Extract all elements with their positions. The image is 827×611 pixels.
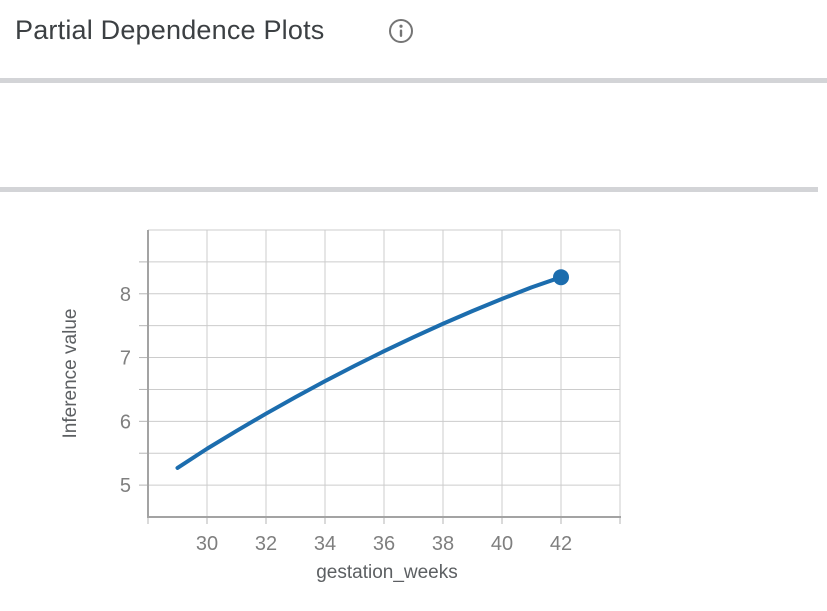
endpoint-marker[interactable] [553, 269, 569, 286]
pdp-line-series[interactable] [175, 275, 563, 470]
svg-text:30: 30 [196, 533, 218, 555]
header-divider [0, 78, 827, 83]
svg-text:5: 5 [120, 475, 131, 497]
svg-text:40: 40 [491, 533, 513, 555]
svg-text:38: 38 [432, 533, 454, 555]
svg-text:36: 36 [373, 533, 395, 555]
svg-text:6: 6 [120, 411, 131, 433]
svg-text:32: 32 [255, 533, 277, 555]
section-header-gestation-weeks[interactable]: gestation_weeks [0, 110, 818, 252]
info-icon[interactable] [388, 18, 414, 44]
svg-text:42: 42 [550, 533, 572, 555]
chart-area: 30 32 34 36 38 40 42 5 6 7 8 gestation_weeks Inferen… [0, 192, 818, 606]
svg-text:Inference value: Inference value [60, 309, 81, 439]
pdp-chart: 30 32 34 36 38 40 42 5 6 7 8 gestation_weeks Inferen… [60, 229, 621, 583]
svg-text:7: 7 [120, 348, 131, 370]
page-title: Partial Dependence Plots [15, 15, 325, 45]
section-divider [0, 187, 818, 192]
svg-text:34: 34 [314, 533, 336, 555]
svg-text:gestation_weeks: gestation_weeks [316, 562, 458, 583]
svg-text:8: 8 [120, 284, 131, 306]
